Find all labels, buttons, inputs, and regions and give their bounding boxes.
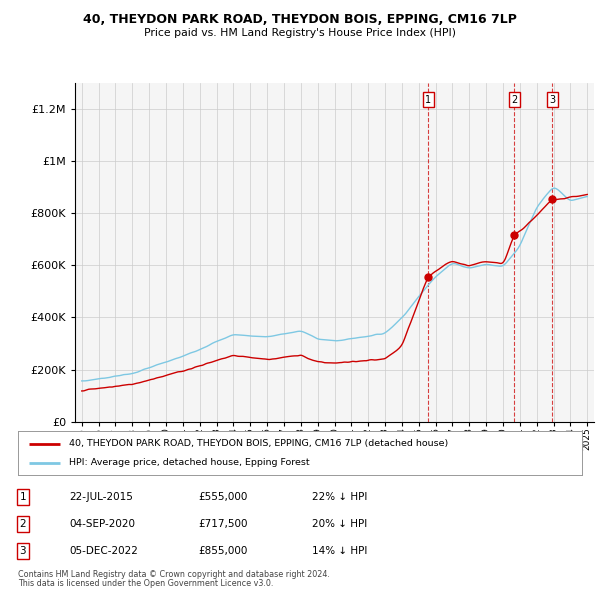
Text: 1: 1 (19, 492, 26, 502)
Text: This data is licensed under the Open Government Licence v3.0.: This data is licensed under the Open Gov… (18, 579, 274, 588)
Text: 14% ↓ HPI: 14% ↓ HPI (312, 546, 367, 556)
Text: 22% ↓ HPI: 22% ↓ HPI (312, 492, 367, 502)
Text: 40, THEYDON PARK ROAD, THEYDON BOIS, EPPING, CM16 7LP (detached house): 40, THEYDON PARK ROAD, THEYDON BOIS, EPP… (69, 440, 448, 448)
Text: 05-DEC-2022: 05-DEC-2022 (69, 546, 138, 556)
Text: 22-JUL-2015: 22-JUL-2015 (69, 492, 133, 502)
Text: 3: 3 (19, 546, 26, 556)
Text: 2: 2 (511, 94, 517, 104)
Text: Price paid vs. HM Land Registry's House Price Index (HPI): Price paid vs. HM Land Registry's House … (144, 28, 456, 38)
Text: £855,000: £855,000 (198, 546, 247, 556)
Text: 1: 1 (425, 94, 431, 104)
Text: HPI: Average price, detached house, Epping Forest: HPI: Average price, detached house, Eppi… (69, 458, 310, 467)
Text: 40, THEYDON PARK ROAD, THEYDON BOIS, EPPING, CM16 7LP: 40, THEYDON PARK ROAD, THEYDON BOIS, EPP… (83, 13, 517, 26)
Text: 2: 2 (19, 519, 26, 529)
Text: £717,500: £717,500 (198, 519, 248, 529)
Text: 20% ↓ HPI: 20% ↓ HPI (312, 519, 367, 529)
Text: 3: 3 (549, 94, 555, 104)
Text: £555,000: £555,000 (198, 492, 247, 502)
Text: 04-SEP-2020: 04-SEP-2020 (69, 519, 135, 529)
Text: Contains HM Land Registry data © Crown copyright and database right 2024.: Contains HM Land Registry data © Crown c… (18, 570, 330, 579)
